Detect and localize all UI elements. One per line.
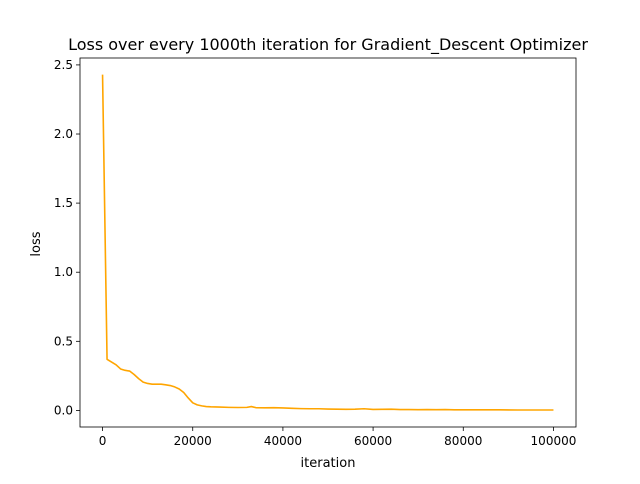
y-tick-label: 1.5 xyxy=(54,196,73,210)
x-axis-label: iteration xyxy=(301,456,356,471)
plot-area: 0 20000 40000 60000 80000 100000 0.0 0.5 1.0 1.5 2… xyxy=(54,57,577,448)
y-tick-label: 0.5 xyxy=(54,334,73,348)
x-tick-label: 80000 xyxy=(444,434,482,448)
x-tick-label: 100000 xyxy=(531,434,577,448)
y-tick-label: 2.5 xyxy=(54,58,73,72)
y-tick-label: 0.0 xyxy=(54,403,73,417)
x-tick-label: 20000 xyxy=(174,434,212,448)
x-tick-label: 40000 xyxy=(264,434,302,448)
y-tick-label: 1.0 xyxy=(54,265,73,279)
axes-frame xyxy=(79,57,577,428)
y-tick-label: 2.0 xyxy=(54,127,73,141)
y-axis-label: loss xyxy=(29,231,44,256)
series-line-0 xyxy=(101,74,554,411)
x-tick-label: 60000 xyxy=(354,434,392,448)
x-tick-label: 0 xyxy=(99,434,107,448)
chart-title: Loss over every 1000th iteration for Gra… xyxy=(68,35,588,55)
